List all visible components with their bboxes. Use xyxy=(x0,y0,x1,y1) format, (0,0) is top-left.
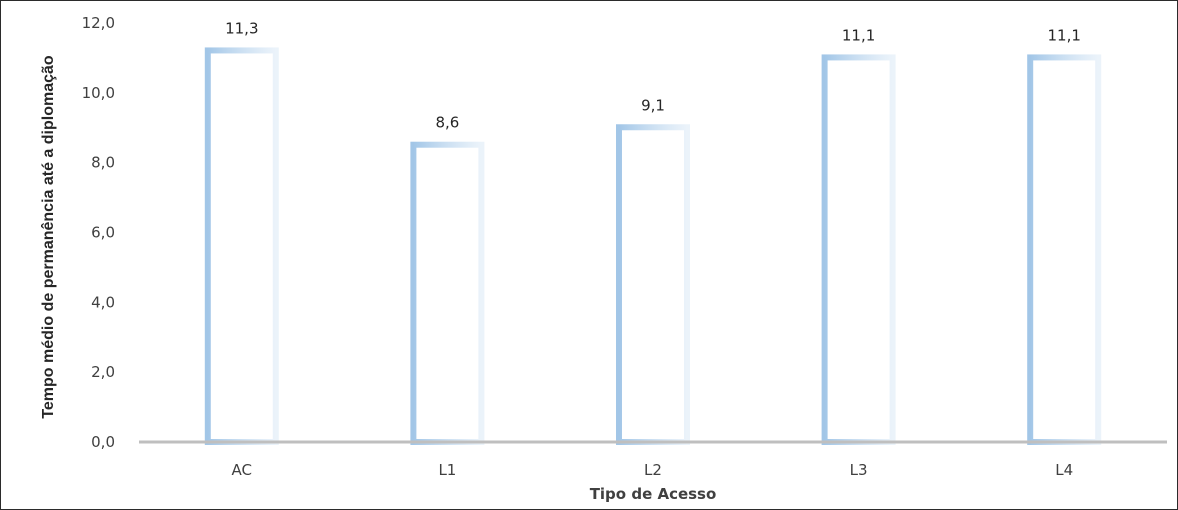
y-axis-ticks: 0,0 2,0 4,0 6,0 8,0 10,0 12,0 xyxy=(82,14,115,451)
bar-l1 xyxy=(410,141,485,445)
bar-l4 xyxy=(1027,54,1102,446)
y-tick-label: 10,0 xyxy=(82,84,115,102)
y-axis-title: Tempo médio de permanência até a diploma… xyxy=(40,55,57,419)
x-tick-label: L4 xyxy=(1055,461,1073,479)
x-tick-label: L3 xyxy=(850,461,868,479)
data-labels: 11,3 8,6 9,1 11,1 11,1 xyxy=(225,19,1081,131)
x-tick-label: L2 xyxy=(644,461,662,479)
y-tick-label: 12,0 xyxy=(82,14,115,32)
bar-ac xyxy=(204,47,279,445)
y-tick-label: 8,0 xyxy=(91,154,115,172)
data-label-l3: 11,1 xyxy=(842,26,875,44)
data-label-l1: 8,6 xyxy=(435,114,459,132)
y-tick-label: 0,0 xyxy=(91,433,115,451)
bar-l3 xyxy=(821,54,896,446)
bars-layer xyxy=(204,47,1102,446)
data-label-ac: 11,3 xyxy=(225,19,258,37)
y-tick-label: 2,0 xyxy=(91,363,115,381)
data-label-l2: 9,1 xyxy=(641,96,665,114)
x-axis-title: Tipo de Acesso xyxy=(590,485,717,503)
y-tick-label: 6,0 xyxy=(91,224,115,242)
x-tick-label: L1 xyxy=(438,461,456,479)
x-tick-label: AC xyxy=(232,461,252,479)
y-tick-label: 4,0 xyxy=(91,293,115,311)
bar-l2 xyxy=(616,124,690,445)
x-axis-ticks: AC L1 L2 L3 L4 xyxy=(232,461,1074,479)
data-label-l4: 11,1 xyxy=(1047,26,1080,44)
